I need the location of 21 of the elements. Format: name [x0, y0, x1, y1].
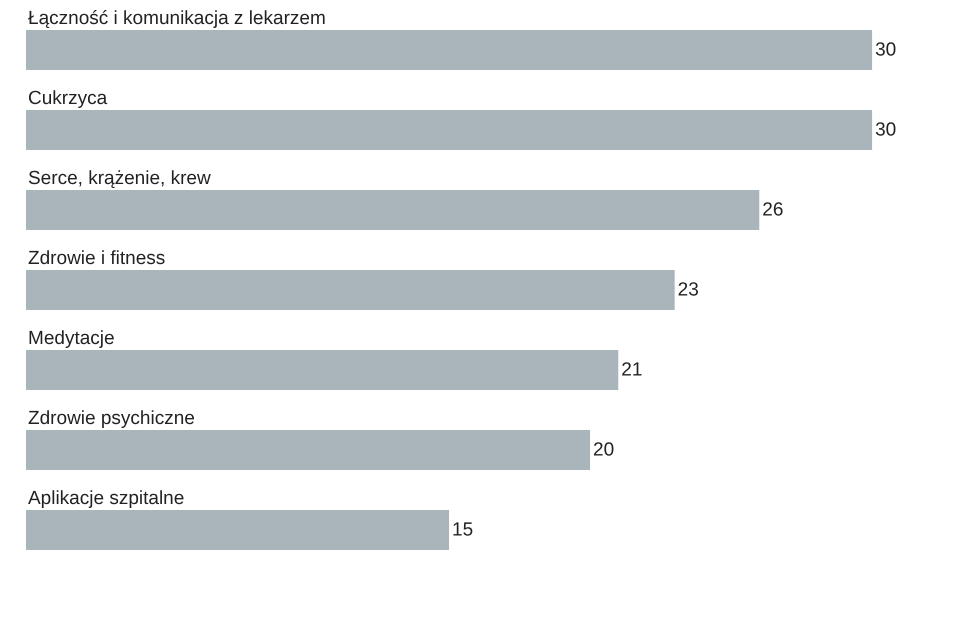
y-tick-label: Medytacje [28, 328, 115, 349]
bar [26, 270, 675, 310]
data-label: 21 [621, 360, 642, 380]
bar [26, 190, 760, 230]
bar [26, 430, 590, 470]
y-tick-label: Serce, krążenie, krew [28, 168, 211, 189]
bar [26, 510, 450, 550]
y-tick-label: Cukrzyca [28, 88, 108, 109]
data-label: 15 [452, 520, 474, 540]
bar [26, 30, 872, 70]
data-label: 23 [678, 280, 699, 300]
y-tick-label: Łączność i komunikacja z lekarzem [28, 8, 326, 29]
bar [26, 110, 872, 150]
y-tick-label: Aplikacje szpitalne [28, 488, 184, 509]
data-label: 20 [593, 440, 614, 460]
data-label: 30 [875, 40, 896, 60]
y-tick-label: Zdrowie i fitness [28, 248, 166, 269]
data-label: 26 [762, 200, 784, 220]
bar [26, 350, 618, 390]
y-tick-label: Zdrowie psychiczne [28, 408, 195, 429]
data-label: 30 [875, 120, 896, 140]
